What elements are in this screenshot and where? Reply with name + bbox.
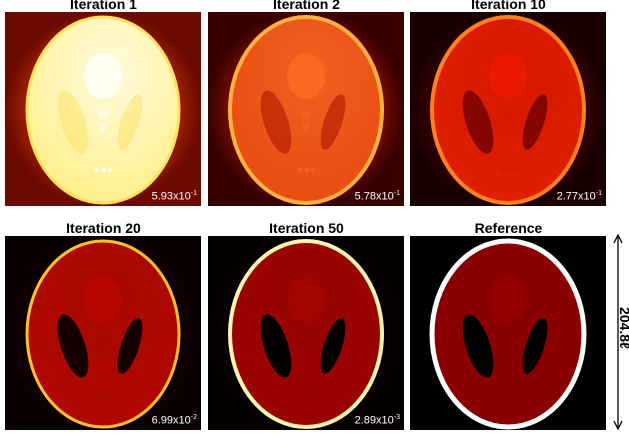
reconstruction-panel: 2.89x10-3 bbox=[208, 236, 404, 430]
phantom-image bbox=[208, 12, 404, 206]
error-exponent: -2 bbox=[191, 414, 197, 421]
phantom-image bbox=[410, 236, 606, 430]
panel-title: Iteration 2 bbox=[208, 0, 405, 12]
phantom-image bbox=[5, 12, 201, 206]
error-base: 6.99x10 bbox=[152, 415, 191, 427]
error-base: 5.78x10 bbox=[355, 191, 394, 203]
phantom-image bbox=[410, 12, 606, 206]
phantom-image bbox=[208, 236, 404, 430]
figure: Iteration 1 5.93x10-1Iteration 2 5.78x10… bbox=[0, 0, 629, 433]
error-label: 5.93x10-1 bbox=[152, 190, 197, 203]
panel-title: Iteration 1 bbox=[5, 0, 202, 12]
error-exponent: -1 bbox=[394, 190, 400, 197]
reconstruction-panel: 6.99x10-2 bbox=[5, 236, 201, 430]
error-base: 5.93x10 bbox=[152, 191, 191, 203]
reconstruction-panel: 5.78x10-1 bbox=[208, 12, 404, 206]
error-exponent: -3 bbox=[394, 414, 400, 421]
error-label: 2.89x10-3 bbox=[355, 414, 400, 427]
error-exponent: -1 bbox=[191, 190, 197, 197]
reconstruction-panel bbox=[410, 236, 606, 430]
scale-label: 204.8ℓ bbox=[617, 307, 629, 349]
error-label: 6.99x10-2 bbox=[152, 414, 197, 427]
panel-title: Iteration 10 bbox=[410, 0, 607, 12]
panel-title: Iteration 20 bbox=[5, 220, 202, 236]
error-exponent: -1 bbox=[596, 190, 602, 197]
reconstruction-panel: 2.77x10-1 bbox=[410, 12, 606, 206]
panel-title: Iteration 50 bbox=[208, 220, 405, 236]
error-base: 2.77x10 bbox=[557, 191, 596, 203]
error-label: 2.77x10-1 bbox=[557, 190, 602, 203]
error-base: 2.89x10 bbox=[355, 415, 394, 427]
error-label: 5.78x10-1 bbox=[355, 190, 400, 203]
reconstruction-panel: 5.93x10-1 bbox=[5, 12, 201, 206]
panel-title: Reference bbox=[410, 220, 607, 236]
phantom-image bbox=[5, 236, 201, 430]
